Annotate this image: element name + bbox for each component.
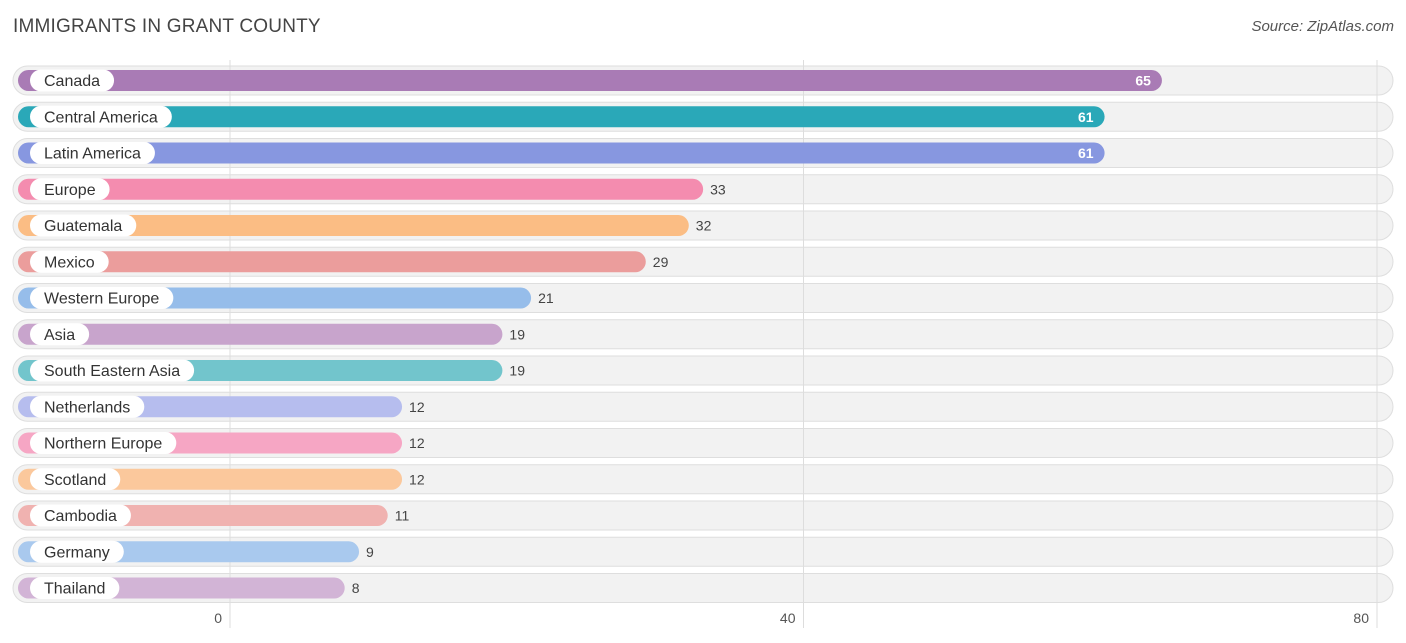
value-label: 11 [395,508,410,524]
value-label: 19 [509,363,525,379]
category-label: Thailand [44,581,105,598]
category-label: Northern Europe [44,436,162,453]
bar-guatemala [18,215,689,236]
bars: Canada 65 Central America 61 Latin America 61… [18,69,1162,599]
category-label-pill [30,540,124,563]
value-label: 61 [1078,109,1094,125]
category-label: Asia [44,327,75,344]
bar-canada [18,70,1162,91]
row-track [12,573,1394,603]
category-label-pill [30,468,121,491]
category-label-pill [30,323,90,346]
chart-source: Source: ZipAtlas.com [1251,18,1394,35]
value-label: 12 [409,435,425,451]
category-label: Guatemala [44,218,122,235]
value-label: 65 [1135,73,1151,89]
category-label: Latin America [44,146,141,163]
chart-title: IMMIGRANTS IN GRANT COUNTY [13,16,321,37]
category-label-pill [30,178,110,201]
category-label-pill [30,250,109,273]
category-label-pill [30,287,174,309]
category-label-pill [30,142,155,164]
value-label: 61 [1078,145,1094,161]
value-label: 9 [366,544,374,560]
value-label: 29 [653,254,669,270]
value-label: 33 [710,181,726,197]
bar-europe [18,178,704,200]
category-label-pill [30,432,177,454]
category-label: Mexico [44,254,95,271]
tick-label: 40 [780,610,796,626]
category-label-pill [30,105,172,128]
category-label: South Eastern Asia [44,363,180,380]
value-label: 12 [409,399,425,415]
category-label-pill [30,214,137,237]
bar-latin-america [18,142,1105,164]
category-label-pill [30,395,145,418]
category-label: Germany [44,544,110,561]
category-label: Europe [44,182,96,199]
category-label: Scotland [44,472,106,489]
row-track [12,536,1394,567]
bar-asia [18,323,503,345]
tick-label: 80 [1353,610,1369,626]
category-label: Central America [44,109,158,126]
category-label-pill [30,577,120,599]
category-label-pill [30,504,131,527]
category-label-pill [30,69,115,92]
tick-label: 0 [214,610,222,626]
category-label: Cambodia [44,508,117,525]
value-label: 19 [509,326,525,342]
value-label: 32 [696,218,712,234]
value-label: 21 [538,290,554,306]
category-label: Netherlands [44,399,130,416]
category-label-pill [30,359,195,382]
category-label: Canada [44,73,100,90]
bar-mexico [18,251,646,273]
category-label: Western Europe [44,291,159,308]
x-axis-ticks: 0 40 80 [214,610,1369,626]
bar-central-america [18,106,1105,128]
value-label: 12 [409,471,425,487]
value-label: 8 [352,580,360,596]
